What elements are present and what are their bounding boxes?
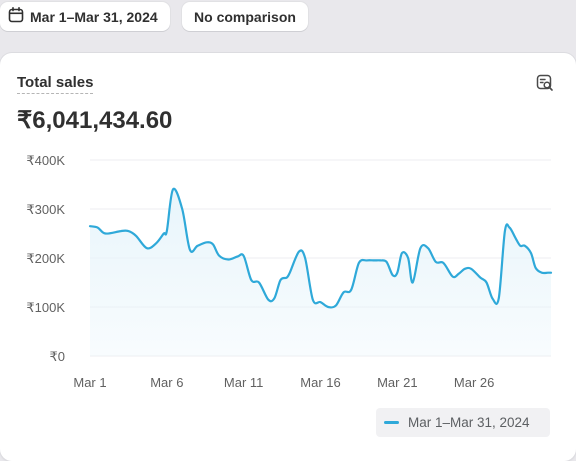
comparison-label: No comparison xyxy=(194,8,296,25)
chart-search-icon[interactable] xyxy=(536,74,554,92)
x-tick-label: Mar 11 xyxy=(224,375,264,390)
legend-swatch xyxy=(384,421,399,424)
card-title[interactable]: Total sales xyxy=(17,74,94,94)
y-tick-label: ₹100K xyxy=(26,300,65,315)
y-tick-label: ₹400K xyxy=(26,153,65,168)
legend-label: Mar 1–Mar 31, 2024 xyxy=(408,415,530,430)
y-tick-label: ₹300K xyxy=(26,202,65,217)
calendar-icon xyxy=(8,7,24,26)
x-tick-label: Mar 1 xyxy=(73,375,106,390)
y-tick-label: ₹200K xyxy=(26,251,65,266)
series-line xyxy=(88,187,553,309)
series-area xyxy=(90,188,551,356)
x-tick-label: Mar 16 xyxy=(300,375,340,390)
sales-chart: ₹0 ₹100K ₹200K ₹300K ₹400K Mar 1 Mar 6 Mar 11 Ma… xyxy=(26,153,553,390)
comparison-button[interactable]: No comparison xyxy=(182,2,308,31)
total-sales-value: ₹6,041,434.60 xyxy=(17,107,173,134)
x-tick-label: Mar 6 xyxy=(150,375,183,390)
x-tick-label: Mar 21 xyxy=(377,375,417,390)
y-tick-label: ₹0 xyxy=(49,349,65,364)
date-range-button[interactable]: Mar 1–Mar 31, 2024 xyxy=(0,2,170,31)
date-range-label: Mar 1–Mar 31, 2024 xyxy=(30,8,158,25)
chart-legend[interactable]: Mar 1–Mar 31, 2024 xyxy=(376,408,550,437)
total-sales-card: Total sales ₹6,041,434.60 ₹0 ₹100K ₹200K ₹3… xyxy=(0,53,576,461)
x-tick-label: Mar 26 xyxy=(454,375,494,390)
